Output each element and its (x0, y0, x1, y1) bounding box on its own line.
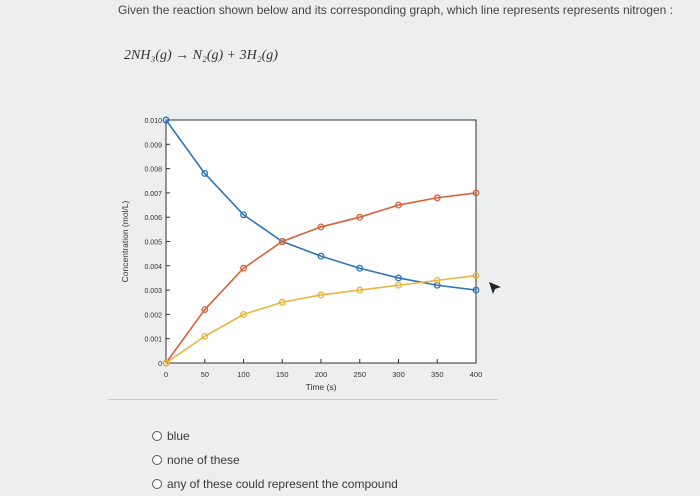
reaction-equation: 2NH₃(g) → N₂(g) + 3H₂(g) (124, 48, 278, 63)
divider (108, 399, 498, 400)
x-tick-label: 150 (276, 370, 289, 379)
y-tick-label: 0.006 (144, 215, 162, 222)
data-point (433, 276, 441, 284)
data-point (395, 281, 402, 289)
x-tick-label: 250 (353, 370, 366, 379)
y-tick-label: 0.010 (144, 118, 162, 125)
radio-button[interactable] (152, 455, 162, 465)
chart-svg: 0 50 100 150 200 250 300 350 400 0 0.001 0.002 0.003… (120, 116, 483, 392)
series-line-1 (165, 192, 477, 364)
data-point (278, 238, 286, 245)
y-tick-label: 0.009 (144, 142, 162, 149)
answer-label: blue (167, 429, 190, 443)
x-tick-label: 200 (315, 370, 328, 379)
x-tick-label: 350 (431, 370, 444, 379)
y-tick-label: 0.007 (144, 191, 162, 198)
data-point (472, 272, 480, 279)
concentration-chart: 0 50 100 150 200 250 300 350 400 0 0.001 0.002 0.003… (108, 108, 498, 398)
y-tick-label: 0.005 (144, 240, 162, 247)
data-point (201, 170, 209, 177)
answer-option-none[interactable]: none of these (152, 448, 398, 472)
y-tick-label: 0.003 (144, 288, 162, 295)
x-tick-label: 100 (237, 370, 250, 379)
cursor-arrow-icon (489, 282, 501, 294)
data-point (433, 194, 441, 202)
answer-label: any of these could represent the compoun… (167, 477, 398, 491)
series-line-0 (165, 119, 477, 291)
data-point (472, 286, 480, 294)
y-tick-label: 0 (158, 361, 162, 368)
y-tick-label: 0.001 (144, 337, 162, 344)
x-axis-label: Time (s) (306, 382, 337, 392)
answer-option-blue[interactable]: blue (152, 424, 398, 448)
data-point (240, 211, 247, 219)
x-tick-label: 50 (201, 370, 209, 379)
data-point (472, 189, 480, 197)
x-tick-label: 0 (164, 370, 168, 379)
data-point (240, 310, 247, 318)
data-point (356, 264, 364, 272)
data-point (201, 306, 209, 313)
y-tick-label: 0.004 (144, 264, 162, 271)
series-line-2 (165, 274, 477, 364)
data-point (317, 291, 325, 299)
question-text: Given the reaction shown below and its c… (118, 3, 673, 17)
answer-label: none of these (167, 453, 240, 467)
data-point (240, 264, 247, 272)
data-point (395, 274, 402, 282)
y-axis-label: Concentration (mol/L) (120, 200, 130, 282)
y-tick-label: 0.002 (144, 312, 162, 319)
y-tick-label: 0.008 (144, 167, 162, 174)
data-point (317, 223, 325, 231)
data-point (395, 201, 402, 209)
plot-frame (165, 119, 477, 364)
data-point (356, 286, 364, 294)
data-point (278, 298, 286, 306)
data-point (162, 359, 170, 367)
answer-options: blue none of these any of these could re… (152, 424, 398, 496)
data-point (201, 332, 209, 340)
answer-option-any[interactable]: any of these could represent the compoun… (152, 472, 398, 496)
data-point (433, 281, 441, 289)
data-point (317, 252, 325, 260)
data-point (162, 116, 170, 124)
data-point (356, 213, 364, 221)
x-tick-label: 300 (392, 370, 405, 379)
radio-button[interactable] (152, 431, 162, 441)
x-tick-label: 400 (470, 370, 483, 379)
